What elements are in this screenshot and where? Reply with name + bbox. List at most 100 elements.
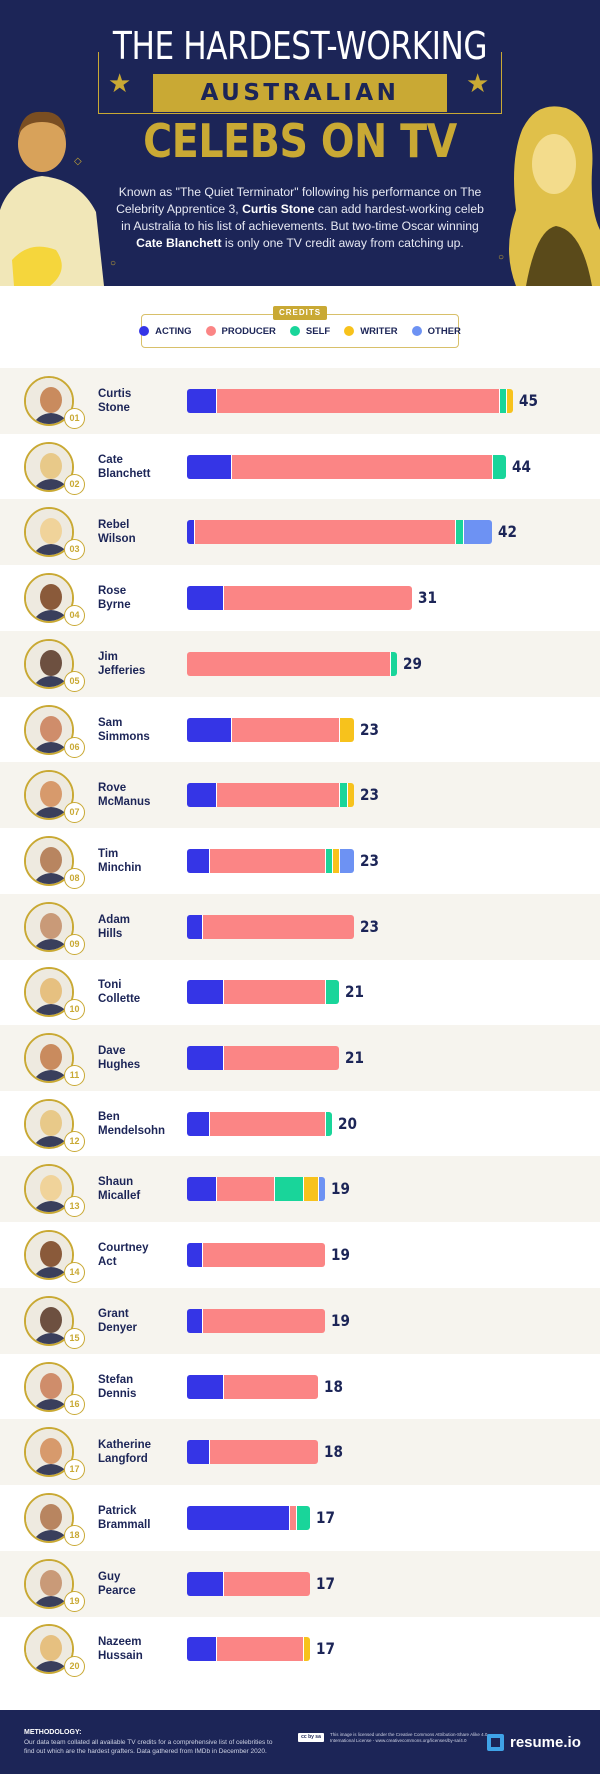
header-description: Known as "The Quiet Terminator" followin… (116, 185, 484, 250)
bar-segment-producer (223, 586, 412, 611)
celebrity-name: Rose Byrne (98, 584, 178, 612)
celebrity-name: Grant Denyer (98, 1307, 178, 1335)
total-label: 23 (359, 785, 379, 805)
total-label: 42 (497, 522, 517, 542)
bar-segment-producer (288, 1505, 296, 1530)
chart-row: 09 Adam Hills 23 (0, 893, 600, 960)
celebrity-name: Sam Simmons (98, 716, 178, 744)
bar-segment-other (317, 1177, 325, 1202)
last-name: Pearce (98, 1584, 136, 1597)
stacked-bar (187, 1177, 325, 1202)
star-icon: ★ (108, 68, 132, 98)
diamond-icon: ◇ (74, 156, 82, 167)
last-name: Hussain (98, 1650, 143, 1663)
total-label: 19 (330, 1245, 350, 1265)
stacked-bar (187, 1308, 325, 1333)
star-icon: ★ (466, 68, 490, 98)
rank-badge: 13 (64, 1196, 85, 1218)
stacked-bar (187, 1243, 325, 1268)
methodology-heading: METHODOLOGY: (24, 1729, 82, 1736)
bar-segment-other (339, 848, 354, 873)
bar-segment-self (324, 848, 332, 873)
stacked-bar (187, 980, 340, 1005)
legend-item-producer: PRODUCER (205, 326, 276, 337)
chart-row: 18 Patrick Brammall 17 (0, 1485, 600, 1551)
first-name: Grant (98, 1307, 129, 1320)
celebrity-name: Shaun Micallef (98, 1175, 178, 1203)
bar-segment-acting (187, 454, 231, 479)
stacked-bar (187, 1046, 340, 1070)
first-name: Sam (98, 716, 123, 729)
stacked-bar (187, 389, 514, 413)
chart-row: 06 Sam Simmons 23 (0, 697, 600, 763)
celebrity-name: Rove McManus (98, 781, 178, 809)
celebrity-name: Nazeem Hussain (98, 1635, 178, 1663)
first-name: Nazeem (98, 1636, 142, 1649)
rank-badge: 09 (64, 933, 85, 955)
stacked-bar (187, 651, 398, 676)
stacked-bar (187, 1374, 318, 1399)
total-label: 20 (338, 1113, 357, 1133)
chart-row: 13 Shaun Micallef 19 (0, 1156, 600, 1223)
celebrity-name: Jim Jefferies (98, 650, 178, 678)
bar-segment-writer (332, 848, 340, 873)
first-name: Katherine (98, 1439, 152, 1452)
celebrity-name: Rebel Wilson (98, 518, 178, 546)
bar-segment-self (324, 980, 340, 1005)
total-label: 19 (330, 1179, 350, 1199)
chart-row: 16 Stefan Dennis 18 (0, 1354, 600, 1420)
title-line-1: THE HARDEST-WORKING (112, 24, 488, 68)
avatar (24, 1624, 74, 1675)
rank-badge: 14 (64, 1262, 85, 1284)
bar-segment-acting (187, 1046, 224, 1070)
last-name: Dennis (98, 1387, 137, 1400)
chart-row: 08 Tim Minchin 23 (0, 828, 600, 894)
first-name: Rove (98, 782, 127, 795)
legend-tag: CREDITS (273, 306, 327, 320)
bar-segment-other (462, 520, 492, 545)
chart-row: 20 Nazeem Hussain 17 (0, 1616, 600, 1682)
chart-row: 01 Curtis Stone 45 (0, 368, 600, 434)
legend-swatch (205, 326, 216, 336)
stacked-bar (187, 783, 354, 808)
rank-badge: 04 (64, 605, 85, 627)
bar-segment-producer (201, 1308, 325, 1333)
chart-row: 10 Toni Collette 21 (0, 959, 600, 1025)
rank-badge: 08 (64, 867, 85, 889)
first-name: Jim (98, 650, 118, 663)
celebrity-name: Katherine Langford (98, 1438, 178, 1466)
last-name: Hills (98, 927, 123, 940)
first-name: Curtis (98, 388, 132, 400)
first-name: Courtney (98, 1242, 149, 1255)
total-label: 21 (345, 1048, 365, 1067)
resume-logo-icon (487, 1734, 504, 1751)
legend-item-acting: ACTING (139, 326, 192, 337)
rank-badge: 06 (64, 736, 85, 758)
brand-logo[interactable]: resume.io (487, 1734, 581, 1751)
last-name: Denyer (98, 1321, 137, 1334)
last-name: Byrne (98, 599, 131, 612)
bar-segment-producer (223, 1046, 340, 1070)
celebrity-name: Ben Mendelsohn (98, 1110, 178, 1138)
bar-segment-producer (194, 520, 456, 545)
legend-swatch (411, 326, 422, 336)
rank-badge: 15 (64, 1327, 85, 1349)
title-line-2: AUSTRALIAN (153, 74, 447, 112)
stacked-bar (187, 914, 354, 939)
bar-segment-acting (187, 1440, 209, 1465)
bar-segment-self (491, 454, 506, 479)
avatar (24, 1558, 74, 1609)
total-label: 23 (359, 916, 379, 936)
title-frame (98, 52, 502, 114)
rank-badge: 10 (64, 999, 85, 1021)
legend-item-writer: WRITER (344, 326, 398, 337)
total-label: 29 (403, 653, 423, 673)
total-label: 18 (323, 1376, 343, 1396)
last-name: Blanchett (98, 467, 151, 480)
rank-badge: 12 (64, 1130, 85, 1152)
first-name: Cate (98, 453, 123, 466)
bar-segment-acting (187, 520, 195, 545)
chart-row: 12 Ben Mendelsohn 20 (0, 1091, 600, 1157)
bar-segment-writer (506, 389, 514, 413)
rank-badge: 17 (64, 1459, 85, 1481)
